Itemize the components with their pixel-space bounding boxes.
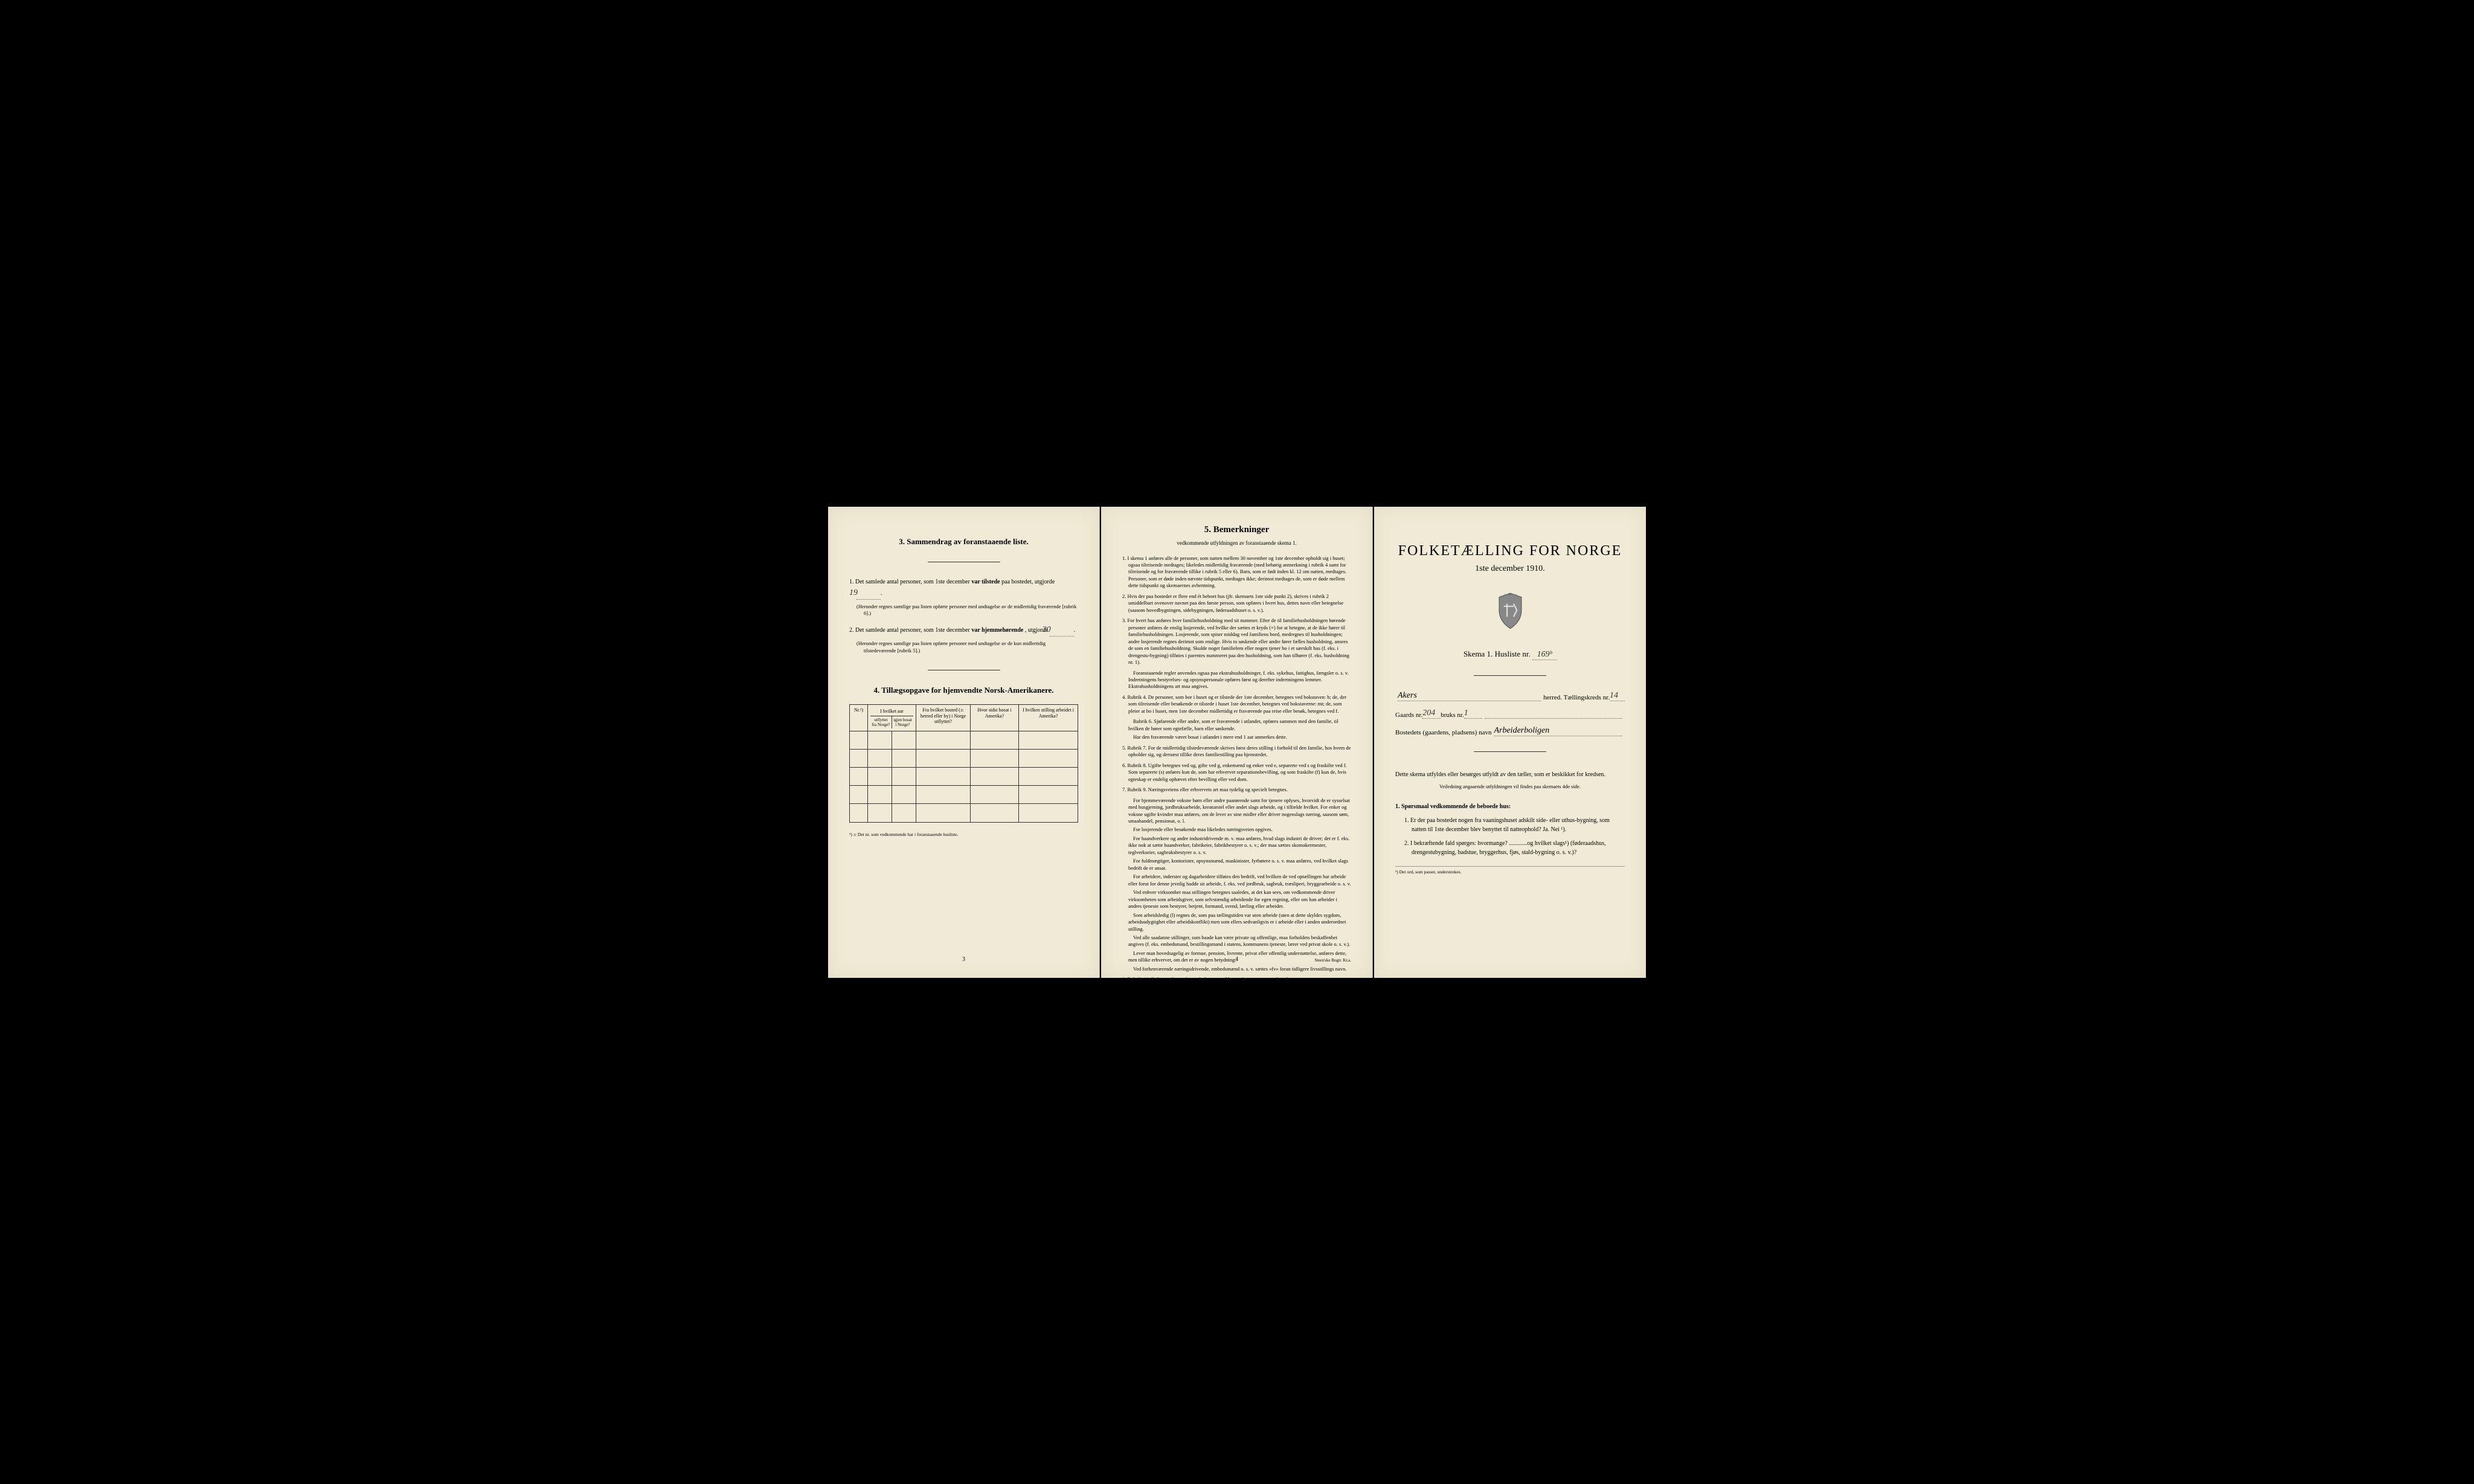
th-year: I hvilket aar utflyttet fra Norge? igjen… [868,705,916,731]
remark-7a: For hjemmeværende voksne børn eller andr… [1128,797,1351,825]
page-cover: FOLKETÆLLING FOR NORGE 1ste december 191… [1374,507,1646,978]
remark-2: 2. Hvis der paa bostedet er flere end ét… [1122,593,1351,614]
footnote-1: ¹) ɔ: Det nr. som vedkommende har i fora… [849,832,1078,837]
census-date: 1ste december 1910. [1395,564,1625,574]
item2-note: (Herunder regnes samtlige paa listen opf… [864,640,1078,655]
table-row [850,804,1078,822]
gaards-line: Gaards nr. 204 bruks nr. 1 [1395,708,1625,719]
instruction-main: Dette skema utfyldes eller besørges utfy… [1395,770,1625,779]
question-heading: 1. Spørsmaal vedkommende de beboede hus: [1395,802,1625,811]
bosted-value: Arbeiderboligen [1494,726,1549,735]
remark-7g: Som arbeidsledig (l) regnes de, som paa … [1128,912,1351,933]
table-row [850,731,1078,750]
remark-5: 5. Rubrik 7. For de midlertidig tilstede… [1122,745,1351,759]
remark-7b: For losjerende eller besøkende maa likel… [1128,826,1351,833]
question-2: 2. I bekræftende fald spørges: hvormange… [1404,839,1625,857]
remark-8: 8. Rubrik 14. Sinker og lignende aandssl… [1122,976,1351,983]
page-number: 3 [962,956,965,963]
question-1: 1. Er der paa bostedet nogen fra vaaning… [1404,816,1625,834]
census-document: 3. Sammendrag av foranstaaende liste. 1.… [828,507,1646,978]
table-row [850,786,1078,804]
tilstede-count: 19 [856,586,881,600]
table-row [850,768,1078,786]
instructions: Dette skema utfyldes eller besørges utfy… [1395,770,1625,858]
th-from: Fra hvilket bosted (ɔ: herred eller by) … [916,705,971,731]
kreds-nr: 14 [1610,691,1625,701]
hjemmehorende-count: 20 [1050,623,1074,637]
remark-8b: Som blinde regnes de, som ikke har gangs… [1128,987,1351,994]
bruks-nr: 1 [1464,708,1482,719]
remarks-list: 1. I skema 1 anføres alle de personer, s… [1122,555,1351,994]
section-3-heading: 3. Sammendrag av foranstaaende liste. [849,537,1078,547]
bosted-line: Bostedets (gaardens, pladsens) navn Arbe… [1395,726,1625,736]
section-4-heading: 4. Tillægsopgave for hjemvendte Norsk-Am… [849,686,1078,695]
th-where: Hvor sidst bosat i Amerika? [971,705,1019,731]
table-header: Nr.¹) I hvilket aar utflyttet fra Norge?… [850,705,1078,731]
herred-value: Akers [1398,691,1417,700]
remark-4b: Rubrik 6. Sjøfarende eller andre, som er… [1128,718,1351,732]
summary-item-1: 1. Det samlede antal personer, som 1ste … [849,577,1078,618]
husliste-nr: 169ᵇ [1532,650,1557,660]
printer-mark: Steen'ske Bogtr. Kr.a. [1314,958,1351,963]
remark-7e: For arbeidere, inderster og dagarbeidere… [1128,873,1351,887]
americans-table: Nr.¹) I hvilket aar utflyttet fra Norge?… [849,704,1078,823]
section-5-subtitle: vedkommende utfyldningen av foranstaaend… [1122,540,1351,546]
page-number: 4 [1235,956,1238,963]
remark-3: 3. For hvert hus anføres hver familiehus… [1122,617,1351,666]
table-row [850,750,1078,768]
gaards-nr: 204 [1422,708,1441,719]
page-3: 3. Sammendrag av foranstaaende liste. 1.… [828,507,1100,978]
th-nr: Nr.¹) [850,705,868,731]
item1-note: (Herunder regnes samtlige paa listen opf… [864,603,1078,618]
table-body [850,731,1078,822]
coat-of-arms-icon [1494,592,1527,631]
remark-1: 1. I skema 1 anføres alle de personer, s… [1122,555,1351,589]
remark-4c: Har den fraværende været bosat i utlande… [1128,734,1351,740]
remark-7d: For fuldmægtiger, kontorister, opsynsmæn… [1128,858,1351,872]
divider [1474,675,1546,676]
th-occupation: I hvilken stilling arbeidet i Amerika? [1019,705,1078,731]
remark-7j: Ved forhenværende næringsdrivende, embed… [1128,966,1351,972]
remark-7c: For haandverkere og andre industridriven… [1128,835,1351,856]
remark-6: 6. Rubrik 8. Ugifte betegnes ved ug, gif… [1122,762,1351,783]
divider [1474,751,1546,752]
remark-4: 4. Rubrik 4. De personer, som bor i huse… [1122,694,1351,715]
section-5-heading: 5. Bemerkninger [1122,525,1351,535]
summary-item-2: 2. Det samlede antal personer, som 1ste … [849,623,1078,655]
remark-7: 7. Rubrik 9. Næringsveiens eller erhverv… [1122,786,1351,793]
skema-line: Skema 1. Husliste nr. 169ᵇ [1395,649,1625,660]
herred-line: Akers herred. Tællingskreds nr. 14 [1395,691,1625,701]
footnote-cover: ¹) Det ord, som passer, understrekes. [1395,866,1625,875]
page-4: 5. Bemerkninger vedkommende utfyldningen… [1101,507,1373,978]
remark-7h: Ved alle saadanne stillinger, som baade … [1128,934,1351,948]
remark-7f: Ved enhver virksomhet maa stillingen bet… [1128,889,1351,910]
remark-3b: Foranstaaende regler anvendes ogsaa paa … [1128,670,1351,690]
instruction-sub: Veiledning angaaende utfyldningen vil fi… [1395,783,1625,791]
document-title: FOLKETÆLLING FOR NORGE [1395,543,1625,559]
